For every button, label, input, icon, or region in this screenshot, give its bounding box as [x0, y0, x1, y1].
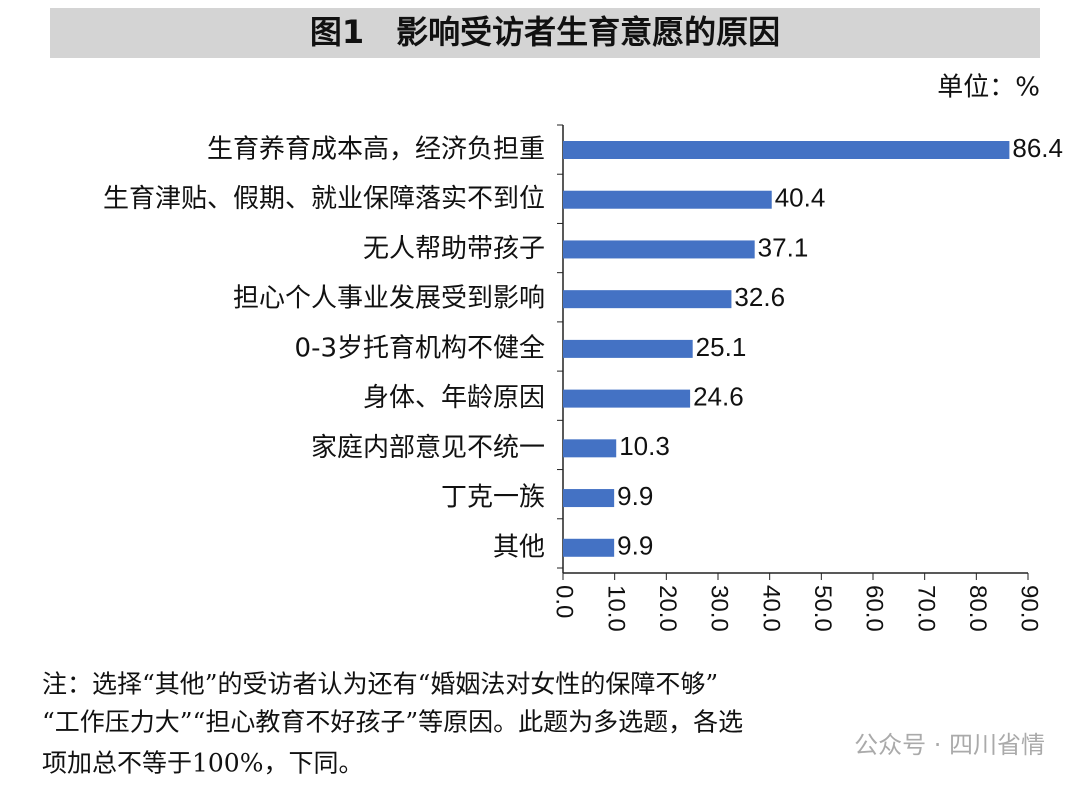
- value-label: 25.1: [696, 332, 747, 362]
- note-line: “工作压力大”“担心教育不好孩子”等原因。此题为多选题，各选: [42, 708, 743, 737]
- value-label: 9.9: [617, 481, 653, 511]
- value-label: 37.1: [758, 232, 809, 262]
- x-tick-label: 60.0: [861, 585, 888, 632]
- note-line: 注：选择“其他”的受访者认为还有“婚姻法对女性的保障不够”: [42, 670, 718, 699]
- unit-label: 单位：%: [937, 73, 1040, 103]
- chart-title: 图1 影响受访者生育意愿的原因: [310, 13, 780, 51]
- note-line: 项加总不等于100%，下同。: [42, 749, 363, 778]
- x-tick-label: 10.0: [602, 585, 629, 632]
- bar: [563, 538, 615, 557]
- category-label: 生育养育成本高，经济负担重: [207, 135, 545, 165]
- x-tick-label: 30.0: [706, 585, 733, 632]
- value-label: 32.6: [734, 282, 785, 312]
- title-band: [50, 8, 1040, 58]
- category-label: 无人帮助带孩子: [363, 234, 545, 264]
- bar: [563, 240, 755, 259]
- x-tick-label: 20.0: [654, 585, 681, 632]
- x-tick-label: 50.0: [809, 585, 836, 632]
- category-label: 身体、年龄原因: [363, 383, 545, 413]
- x-tick-label: 70.0: [912, 585, 939, 632]
- category-label: 生育津贴、假期、就业保障落实不到位: [103, 184, 545, 214]
- bar: [563, 141, 1010, 159]
- category-label: 0-3岁托育机构不健全: [295, 333, 545, 363]
- value-label: 10.3: [619, 431, 670, 461]
- bar: [563, 190, 772, 209]
- category-label: 丁克一族: [441, 483, 545, 513]
- bar: [563, 389, 691, 408]
- bar: [563, 290, 732, 309]
- value-label: 40.4: [775, 183, 826, 213]
- bar: [563, 489, 615, 508]
- bar: [563, 339, 693, 358]
- value-label: 86.4: [1012, 133, 1063, 163]
- value-label: 9.9: [617, 531, 653, 561]
- category-label: 家庭内部意见不统一: [311, 433, 545, 463]
- watermark: 公众号 · 四川省情: [854, 731, 1045, 759]
- x-tick-label: 40.0: [757, 585, 784, 632]
- category-label: 其他: [493, 532, 545, 562]
- x-tick-label: 0.0: [551, 585, 578, 618]
- category-label: 担心个人事业发展受到影响: [233, 284, 545, 314]
- bar: [563, 439, 617, 458]
- x-tick-label: 80.0: [964, 585, 991, 632]
- value-label: 24.6: [693, 381, 744, 411]
- x-tick-label: 90.0: [1016, 585, 1043, 632]
